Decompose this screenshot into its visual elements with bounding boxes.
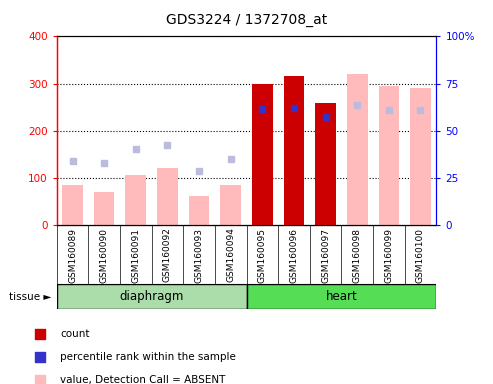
Text: GSM160100: GSM160100	[416, 228, 425, 283]
Bar	[347, 74, 367, 225]
Text: GSM160089: GSM160089	[68, 228, 77, 283]
Point	[69, 158, 76, 164]
Point	[195, 167, 203, 174]
Bar	[283, 107, 304, 225]
Text: percentile rank within the sample: percentile rank within the sample	[60, 352, 236, 362]
Point	[258, 106, 266, 113]
Bar	[283, 76, 304, 225]
Text: count: count	[60, 329, 90, 339]
Text: GSM160096: GSM160096	[289, 228, 298, 283]
Point	[100, 161, 108, 167]
Point	[132, 146, 140, 152]
Bar	[57, 284, 246, 309]
Text: GSM160093: GSM160093	[195, 228, 204, 283]
Bar	[316, 103, 336, 225]
Bar	[316, 103, 336, 225]
Bar	[157, 168, 177, 225]
Text: GSM160092: GSM160092	[163, 228, 172, 283]
Bar	[62, 185, 83, 225]
Text: GSM160095: GSM160095	[258, 228, 267, 283]
Text: GSM160091: GSM160091	[131, 228, 141, 283]
Bar	[189, 197, 210, 225]
Text: GSM160098: GSM160098	[352, 228, 362, 283]
Point	[290, 105, 298, 111]
Bar	[220, 185, 241, 225]
Point	[321, 114, 329, 121]
Text: GSM160097: GSM160097	[321, 228, 330, 283]
Point	[36, 354, 44, 360]
Text: diaphragm: diaphragm	[119, 290, 184, 303]
Text: GSM160094: GSM160094	[226, 228, 235, 283]
Bar	[252, 84, 273, 225]
Text: heart: heart	[325, 290, 357, 303]
Point	[164, 142, 172, 148]
Bar	[246, 284, 436, 309]
Text: GDS3224 / 1372708_at: GDS3224 / 1372708_at	[166, 13, 327, 27]
Point	[36, 377, 44, 383]
Text: value, Detection Call = ABSENT: value, Detection Call = ABSENT	[60, 375, 226, 384]
Point	[36, 331, 44, 337]
Text: GSM160090: GSM160090	[100, 228, 108, 283]
Point	[353, 102, 361, 108]
Point	[417, 107, 424, 113]
Text: tissue ►: tissue ►	[9, 291, 52, 302]
Bar	[126, 175, 146, 225]
Text: GSM160099: GSM160099	[385, 228, 393, 283]
Bar	[410, 88, 431, 225]
Point	[385, 107, 393, 113]
Bar	[379, 86, 399, 225]
Bar	[94, 192, 114, 225]
Bar	[252, 84, 273, 225]
Point	[227, 156, 235, 162]
